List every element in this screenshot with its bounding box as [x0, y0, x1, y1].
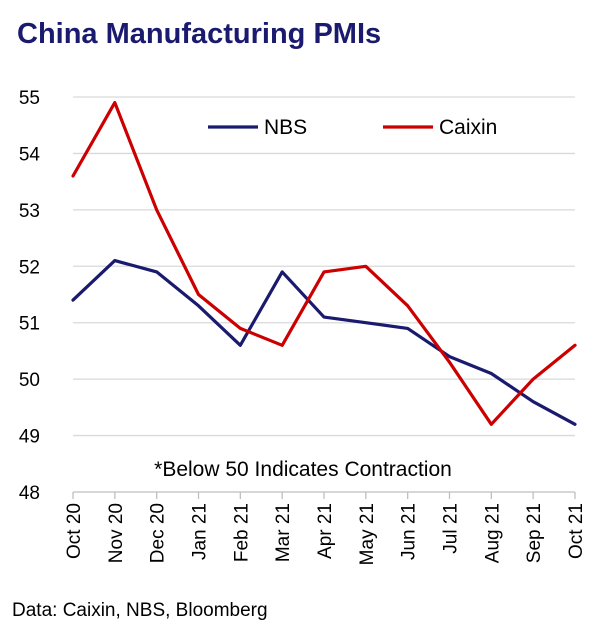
x-axis: Oct 20 Nov 20 Dec 20 Jan 21 Feb 21 Mar 21 Apr …	[64, 491, 587, 565]
y-tick-label: 51	[19, 314, 40, 335]
series-line-caixin	[71, 100, 577, 426]
chart-title: China Manufacturing PMIs	[17, 18, 382, 50]
x-tick-label: Jun 21	[399, 503, 420, 560]
series-lines	[71, 100, 577, 426]
x-tick-label: Mar 21	[273, 503, 294, 562]
legend-label-caixin: Caixin	[439, 116, 497, 139]
x-tick-label: Jan 21	[190, 503, 211, 560]
y-tick-label: 55	[19, 88, 40, 109]
y-tick-label: 49	[19, 427, 40, 448]
x-tick-label: Oct 20	[64, 503, 85, 559]
y-tick-label: 53	[19, 201, 40, 222]
x-tick-label: Aug 21	[482, 503, 503, 563]
y-tick-label: 52	[19, 257, 40, 278]
x-tick-label: Feb 21	[231, 503, 252, 562]
y-tick-label: 54	[19, 144, 41, 165]
contraction-note: *Below 50 Indicates Contraction	[154, 458, 452, 481]
x-tick-label: Apr 21	[315, 503, 336, 559]
y-tick-label: 50	[19, 370, 40, 391]
legend: NBS Caixin	[208, 116, 497, 139]
x-tick-label: Nov 20	[106, 503, 127, 563]
x-tick-label: Oct 21	[566, 503, 587, 559]
y-tick-label: 48	[19, 483, 40, 504]
source-note: Data: Caixin, NBS, Bloomberg	[12, 600, 268, 621]
x-tick-label: May 21	[357, 503, 378, 565]
y-axis: 48 49 50 51 52 53 54 55	[19, 88, 41, 504]
gridlines	[73, 96, 575, 437]
legend-label-nbs: NBS	[264, 116, 307, 139]
x-tick-label: Sep 21	[524, 503, 545, 563]
series-line-nbs	[71, 259, 577, 426]
x-tick-label: Jul 21	[441, 503, 462, 554]
x-tick-label: Dec 20	[148, 503, 169, 563]
